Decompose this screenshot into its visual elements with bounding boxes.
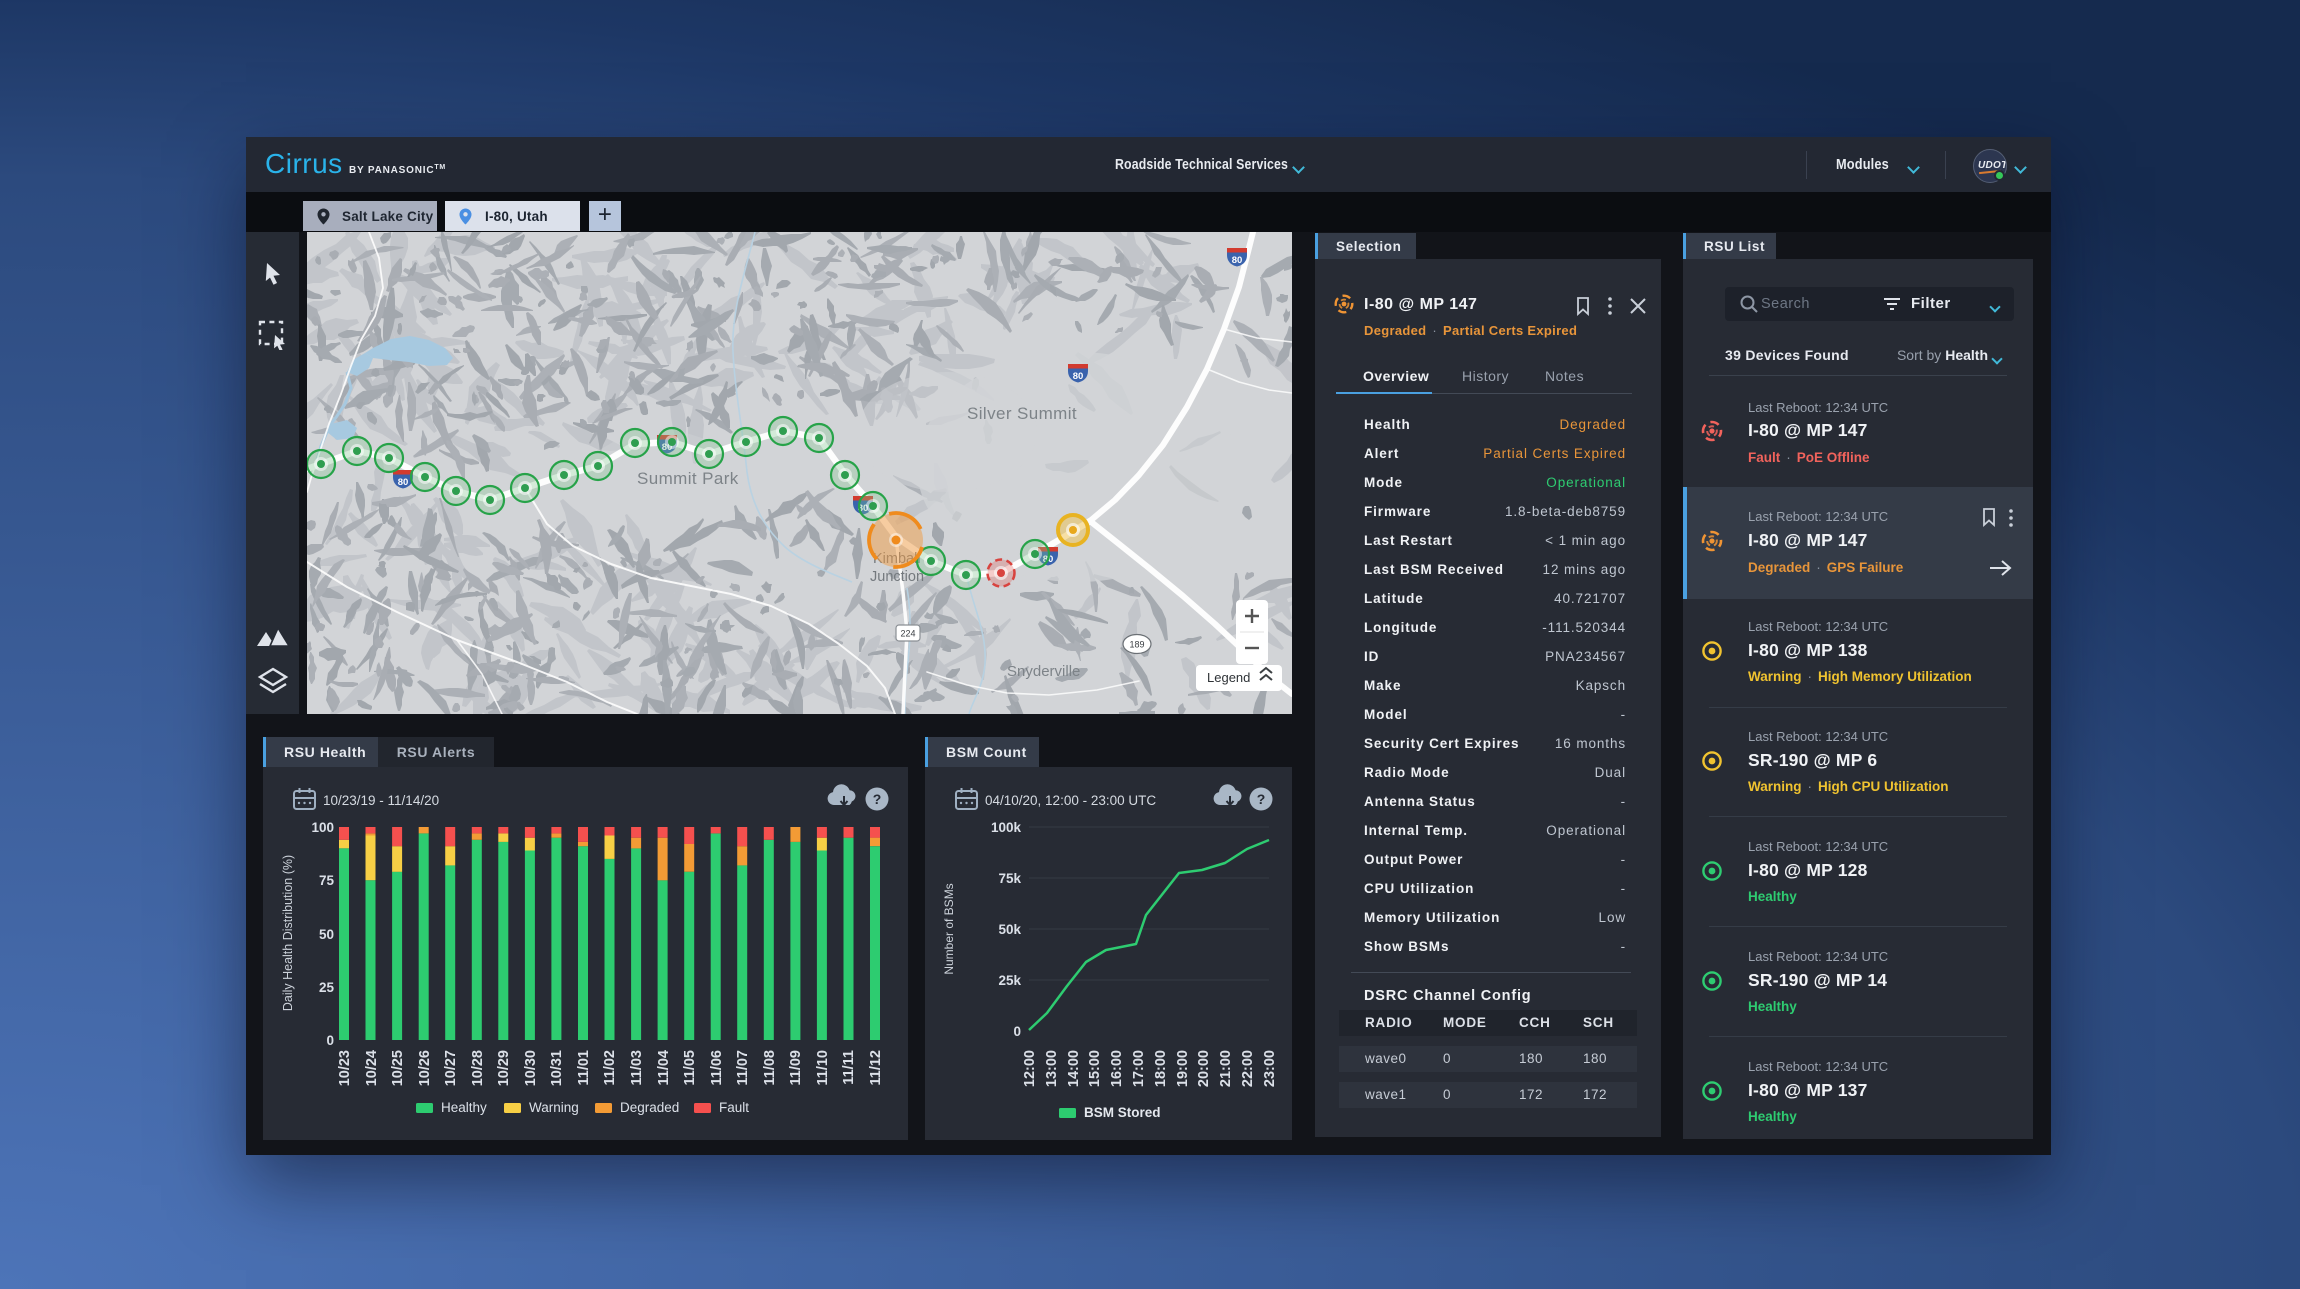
- svg-text:Number of BSMs: Number of BSMs: [942, 883, 956, 974]
- svg-text:21:00: 21:00: [1218, 1050, 1234, 1087]
- svg-text:80: 80: [398, 477, 409, 488]
- svg-text:25k: 25k: [998, 973, 1021, 988]
- svg-text:12:00: 12:00: [1022, 1050, 1038, 1087]
- svg-text:10/28: 10/28: [470, 1050, 486, 1086]
- svg-text:10/23: 10/23: [337, 1050, 353, 1086]
- svg-text:Degraded: Degraded: [620, 1100, 679, 1115]
- svg-text:Summit Park: Summit Park: [637, 469, 739, 488]
- svg-text:Legend: Legend: [1207, 670, 1250, 685]
- svg-text:Silver Summit: Silver Summit: [967, 404, 1077, 423]
- svg-text:11/07: 11/07: [735, 1050, 751, 1086]
- svg-text:Snyderville: Snyderville: [1007, 663, 1080, 680]
- svg-text:Junction: Junction: [870, 569, 924, 585]
- svg-text:Warning: Warning: [529, 1100, 579, 1115]
- svg-text:11/04: 11/04: [656, 1050, 672, 1086]
- svg-text:16:00: 16:00: [1109, 1050, 1125, 1087]
- svg-text:75k: 75k: [998, 871, 1021, 886]
- svg-text:80: 80: [858, 503, 869, 514]
- svg-text:100k: 100k: [991, 820, 1022, 835]
- svg-text:11/01: 11/01: [576, 1050, 592, 1086]
- svg-text:Daily Health Distribution (%): Daily Health Distribution (%): [281, 855, 295, 1011]
- svg-text:10/27: 10/27: [443, 1050, 459, 1086]
- svg-text:50: 50: [319, 927, 334, 942]
- svg-text:11/05: 11/05: [682, 1050, 698, 1086]
- svg-text:11/10: 11/10: [815, 1050, 831, 1086]
- svg-text:Fault: Fault: [719, 1100, 749, 1115]
- svg-text:0: 0: [326, 1033, 334, 1048]
- svg-text:23:00: 23:00: [1262, 1050, 1278, 1087]
- svg-text:11/06: 11/06: [709, 1050, 725, 1086]
- svg-text:50k: 50k: [998, 922, 1021, 937]
- svg-text:BSM Stored: BSM Stored: [1084, 1105, 1161, 1120]
- svg-text:11/08: 11/08: [762, 1050, 778, 1086]
- svg-text:?: ?: [873, 791, 882, 807]
- svg-text:10/31: 10/31: [549, 1050, 565, 1086]
- svg-text:14:00: 14:00: [1066, 1050, 1082, 1087]
- svg-text:15:00: 15:00: [1087, 1050, 1103, 1087]
- svg-text:11/03: 11/03: [629, 1050, 645, 1086]
- svg-text:11/12: 11/12: [868, 1050, 884, 1086]
- svg-text:10/24: 10/24: [364, 1050, 380, 1086]
- svg-text:19:00: 19:00: [1175, 1050, 1191, 1087]
- svg-text:10/26: 10/26: [417, 1050, 433, 1086]
- svg-text:80: 80: [1232, 255, 1243, 266]
- svg-text:75: 75: [319, 873, 335, 888]
- svg-text:11/11: 11/11: [841, 1050, 857, 1085]
- svg-text:10/25: 10/25: [390, 1050, 406, 1086]
- svg-text:10/29: 10/29: [496, 1050, 512, 1086]
- svg-text:?: ?: [1257, 791, 1266, 807]
- svg-text:20:00: 20:00: [1196, 1050, 1212, 1087]
- svg-text:10/30: 10/30: [523, 1050, 539, 1086]
- svg-text:18:00: 18:00: [1153, 1050, 1169, 1087]
- svg-text:22:00: 22:00: [1240, 1050, 1256, 1087]
- svg-text:04/10/20, 12:00 - 23:00 UTC: 04/10/20, 12:00 - 23:00 UTC: [985, 793, 1156, 808]
- svg-text:189: 189: [1129, 640, 1144, 650]
- svg-text:25: 25: [319, 980, 335, 995]
- svg-text:80: 80: [662, 442, 673, 453]
- svg-text:11/09: 11/09: [788, 1050, 804, 1086]
- svg-text:Healthy: Healthy: [441, 1100, 487, 1115]
- svg-text:17:00: 17:00: [1131, 1050, 1147, 1087]
- svg-text:0: 0: [1013, 1024, 1021, 1039]
- svg-text:13:00: 13:00: [1044, 1050, 1060, 1087]
- svg-text:11/02: 11/02: [602, 1050, 618, 1086]
- svg-text:224: 224: [900, 629, 915, 639]
- svg-text:10/23/19 - 11/14/20: 10/23/19 - 11/14/20: [323, 793, 439, 808]
- svg-text:80: 80: [1073, 371, 1084, 382]
- svg-text:100: 100: [311, 820, 334, 835]
